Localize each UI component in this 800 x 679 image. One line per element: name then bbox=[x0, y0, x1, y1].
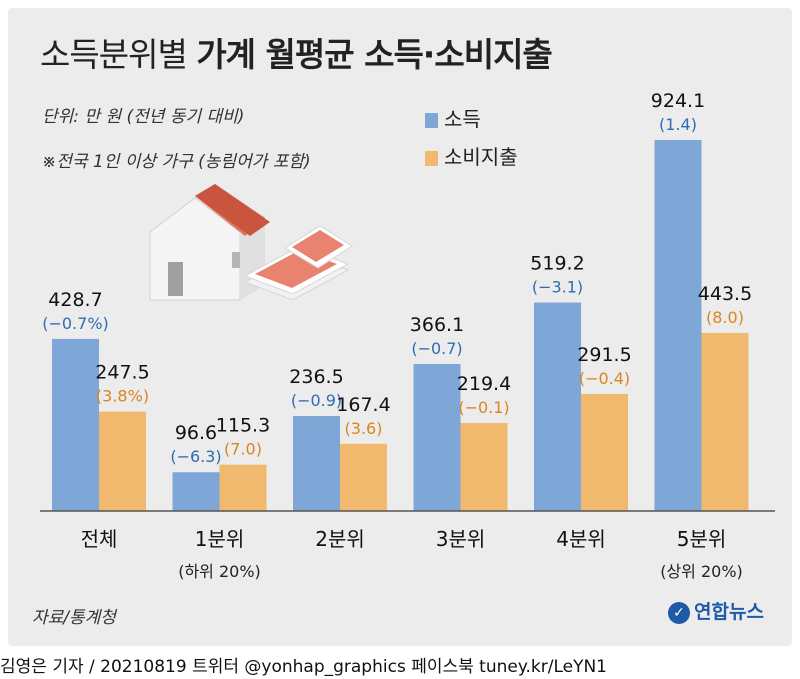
bar-spending bbox=[340, 443, 387, 511]
legend-spending-swatch bbox=[425, 151, 438, 166]
change-label-spending: (3.8%) bbox=[96, 387, 149, 406]
footer-credit: 김영은 기자 / 20210819 트위터 @yonhap_graphics 페… bbox=[0, 657, 607, 677]
x-tick-label: 4분위 bbox=[556, 527, 606, 551]
bar-income bbox=[293, 416, 340, 511]
data-label-spending: 291.5 bbox=[577, 344, 631, 366]
data-label-income: 366.1 bbox=[410, 314, 464, 336]
data-label-income: 236.5 bbox=[289, 366, 343, 388]
change-label-income: (−0.7%) bbox=[42, 314, 109, 333]
chart-title: 소득분위별 가계 월평균 소득·소비지출 bbox=[40, 28, 553, 76]
unit-note: 단위: 만 원 (전년 동기 대비) bbox=[42, 107, 245, 127]
bar-income bbox=[654, 140, 702, 511]
bar-income bbox=[52, 338, 99, 511]
title-bold: 가계 월평균 소득·소비지출 bbox=[196, 35, 552, 74]
x-tick-label: 3분위 bbox=[436, 527, 486, 551]
data-label-spending: 443.5 bbox=[698, 283, 752, 305]
bar-spending bbox=[219, 464, 267, 511]
plot-area: 428.7 (−0.7%) 247.5 (3.8%) 전체 96.6 (−6.3) 115.3… bbox=[42, 90, 752, 581]
data-label-spending: 219.4 bbox=[457, 373, 511, 395]
data-label-income: 924.1 bbox=[651, 90, 705, 112]
change-label-spending: (−0.4) bbox=[579, 369, 630, 388]
x-tick-sublabel: (하위 20%) bbox=[178, 562, 261, 581]
data-label-spending: 167.4 bbox=[336, 394, 390, 416]
legend-spending-label: 소비지출 bbox=[444, 145, 518, 169]
change-label-income: (−0.9) bbox=[291, 391, 342, 410]
x-tick-label: 5분위 bbox=[677, 527, 727, 551]
data-label-income: 96.6 bbox=[175, 422, 217, 444]
change-label-spending: (−0.1) bbox=[458, 398, 509, 417]
legend-income: 소득 bbox=[425, 103, 481, 132]
bar-income bbox=[534, 302, 581, 511]
change-label-spending: (8.0) bbox=[706, 308, 744, 327]
title-light: 소득분위별 bbox=[40, 35, 188, 74]
data-label-spending: 115.3 bbox=[216, 415, 270, 437]
legend-spending: 소비지출 bbox=[425, 141, 518, 170]
logo-text: 연합뉴스 bbox=[694, 601, 764, 623]
x-tick-label: 2분위 bbox=[315, 527, 365, 551]
change-label-income: (−6.3) bbox=[170, 447, 221, 466]
legend-income-swatch bbox=[425, 113, 438, 128]
yonhap-logo-icon: ✓ bbox=[668, 601, 690, 624]
bar-spending bbox=[460, 422, 508, 511]
data-label-income: 519.2 bbox=[530, 253, 584, 275]
bar-income bbox=[413, 364, 461, 511]
change-label-spending: (3.6) bbox=[345, 419, 383, 438]
change-label-spending: (7.0) bbox=[224, 440, 262, 459]
scope-note: ※전국 1인 이상 가구 (농림어가 포함) bbox=[42, 152, 311, 172]
yonhap-logo: ✓ 연합뉴스 bbox=[668, 597, 764, 624]
bar-spending bbox=[581, 393, 628, 511]
x-tick-sublabel: (상위 20%) bbox=[660, 562, 743, 581]
money-illustration bbox=[243, 225, 353, 301]
legend-income-label: 소득 bbox=[444, 107, 481, 131]
source-note: 자료/통계청 bbox=[32, 608, 116, 628]
x-tick-label: 전체 bbox=[81, 527, 118, 551]
bar-income bbox=[172, 472, 220, 511]
x-tick-label: 1분위 bbox=[195, 527, 245, 551]
bar-spending bbox=[99, 411, 146, 511]
house-illustration bbox=[145, 184, 270, 301]
data-label-income: 428.7 bbox=[48, 289, 102, 311]
data-label-spending: 247.5 bbox=[95, 362, 149, 384]
change-label-income: (−0.7) bbox=[411, 339, 462, 358]
change-label-income: (1.4) bbox=[659, 115, 697, 134]
bar-spending bbox=[701, 332, 749, 511]
change-label-income: (−3.1) bbox=[532, 278, 583, 297]
